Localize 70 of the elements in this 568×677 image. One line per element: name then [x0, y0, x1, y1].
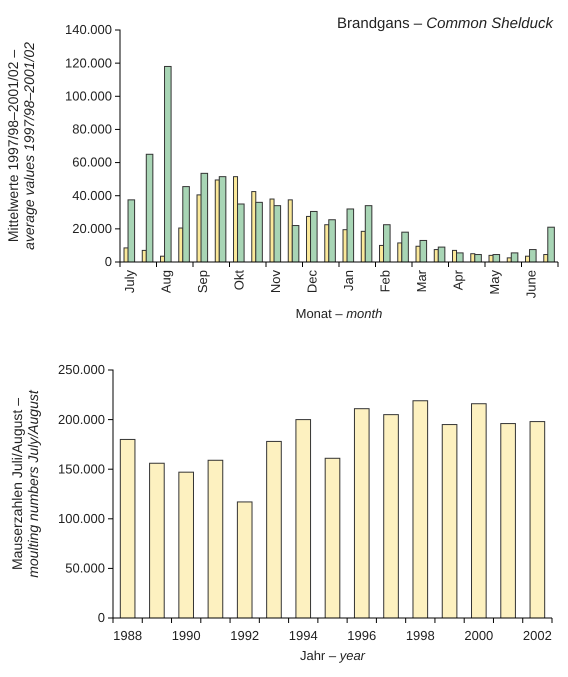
x-axis-title: Monat – month	[296, 306, 382, 321]
x-tick-label: Feb	[378, 270, 393, 292]
x-tick-label: Nov	[268, 270, 284, 294]
bar	[529, 249, 537, 262]
bar	[200, 172, 208, 262]
bar	[412, 400, 428, 618]
bar	[236, 501, 253, 618]
y-tick-label: 60.000	[72, 154, 112, 170]
y-tick-label: 50.000	[65, 560, 105, 576]
y-tick-label: 120.000	[65, 55, 112, 70]
y-axis-title: Mauserzahlen Juli/August – moulting numbers July/August	[9, 389, 42, 578]
x-tick-label: 1990	[172, 628, 201, 643]
x-tick-label: Sep	[195, 270, 210, 294]
y-tick-label: 80.000	[72, 122, 112, 137]
x-tick-label: July	[122, 270, 138, 294]
y-tick-label: 40.000	[72, 188, 112, 203]
bar	[420, 240, 428, 262]
x-tick-label: Dec	[304, 270, 320, 294]
x-tick-label: Apr	[450, 269, 466, 290]
x-tick-label: Mar	[414, 269, 430, 292]
x-tick-label: Jan	[341, 270, 356, 291]
bar	[401, 232, 409, 262]
x-tick-label: 2002	[522, 628, 552, 643]
x-tick-label: 2000	[464, 628, 494, 643]
bar	[146, 154, 154, 262]
bar	[471, 403, 487, 618]
x-tick-label: 1988	[113, 628, 142, 643]
bar	[383, 414, 399, 618]
bar	[442, 424, 458, 618]
bar	[530, 421, 546, 618]
y-tick-label: 0	[104, 254, 112, 270]
y-tick-label: 140.000	[65, 22, 112, 38]
x-tick-label: 1992	[230, 628, 260, 643]
bar	[328, 219, 336, 262]
bar	[149, 462, 165, 618]
bar	[164, 66, 172, 262]
x-tick-label: May	[487, 270, 502, 295]
bar	[324, 458, 340, 618]
y-tick-label: 20.000	[72, 221, 112, 236]
x-tick-label: 1994	[288, 628, 318, 643]
bar	[120, 438, 136, 618]
x-tick-label: 1998	[406, 628, 435, 643]
bar	[178, 472, 194, 618]
bar	[500, 423, 516, 618]
x-tick-label: Aug	[158, 270, 174, 294]
bar	[310, 210, 318, 262]
bar	[364, 205, 372, 262]
x-tick-label: June	[524, 270, 539, 298]
bar	[547, 226, 555, 262]
y-tick-label: 0	[98, 610, 105, 626]
x-tick-label: Okt	[232, 270, 247, 290]
y-tick-label: 150.000	[58, 461, 105, 476]
y-axis-title: Mittelwerte 1997/98–2001/02 – average values 1997/98–2001/02	[5, 42, 38, 250]
bar	[128, 199, 136, 262]
x-tick-label: 1996	[347, 628, 376, 643]
bar	[266, 440, 282, 618]
y-tick-label: 100.000	[58, 510, 105, 526]
bar	[438, 246, 446, 262]
bar	[182, 186, 190, 262]
bar	[218, 176, 226, 262]
chart-title: Brandgans – Common Shelduck	[337, 15, 554, 32]
bar	[383, 224, 391, 262]
y-tick-label: 250.000	[58, 362, 105, 378]
bar	[354, 408, 370, 618]
bar	[346, 208, 354, 262]
x-axis-title: Jahr – year	[300, 648, 366, 663]
bar	[208, 460, 224, 618]
y-tick-label: 100.000	[65, 88, 112, 104]
bar	[295, 419, 312, 618]
y-tick-label: 200.000	[58, 412, 105, 427]
